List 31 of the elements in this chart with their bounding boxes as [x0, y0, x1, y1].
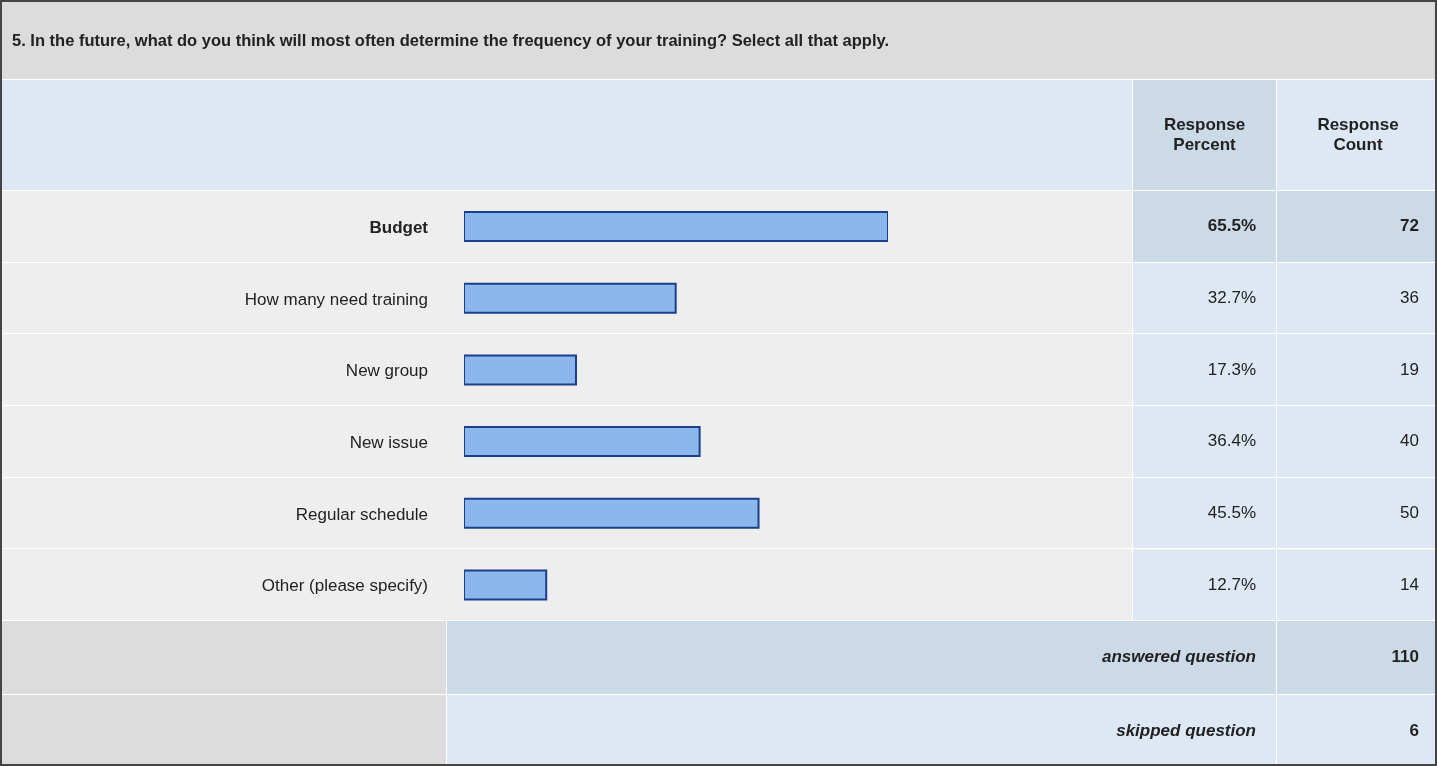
y-tick-label: New group — [345, 361, 428, 381]
data-label: 65.5% — [1132, 191, 1276, 263]
bar — [464, 497, 760, 529]
y-tick-label: Budget — [369, 217, 429, 237]
bar — [464, 211, 888, 242]
text: 50 — [1276, 477, 1437, 550]
text: 19 — [1276, 334, 1437, 407]
y-tick-label: Regular schedule — [295, 504, 428, 524]
y-tick-label: How many need training — [244, 289, 428, 309]
data-label: 36.4% — [1132, 406, 1276, 478]
text: Response Percent — [1132, 80, 1276, 191]
bar — [464, 569, 548, 601]
text: 36 — [1276, 262, 1437, 335]
text: 14 — [1276, 549, 1437, 622]
text: 110 — [1276, 621, 1437, 695]
text: answered question — [446, 621, 1276, 695]
bar — [464, 354, 577, 386]
text: 72 — [1276, 191, 1437, 263]
text: 40 — [1276, 406, 1437, 478]
bar — [464, 426, 701, 458]
data-label: 17.3% — [1132, 334, 1276, 407]
data-label: 32.7% — [1132, 262, 1276, 335]
data-label: 12.7% — [1132, 549, 1276, 622]
y-tick-label: New issue — [349, 432, 428, 452]
y-tick-label: Other (please specify) — [261, 576, 428, 596]
chart-title: 5. In the future, what do you think will most often determine the frequency of your training? Select all that apply. — [2, 2, 1437, 80]
bar — [464, 282, 677, 314]
text: Response Count — [1276, 80, 1437, 191]
data-label: 45.5% — [1132, 477, 1276, 550]
text: skipped question — [446, 694, 1276, 766]
text: 6 — [1276, 694, 1437, 766]
